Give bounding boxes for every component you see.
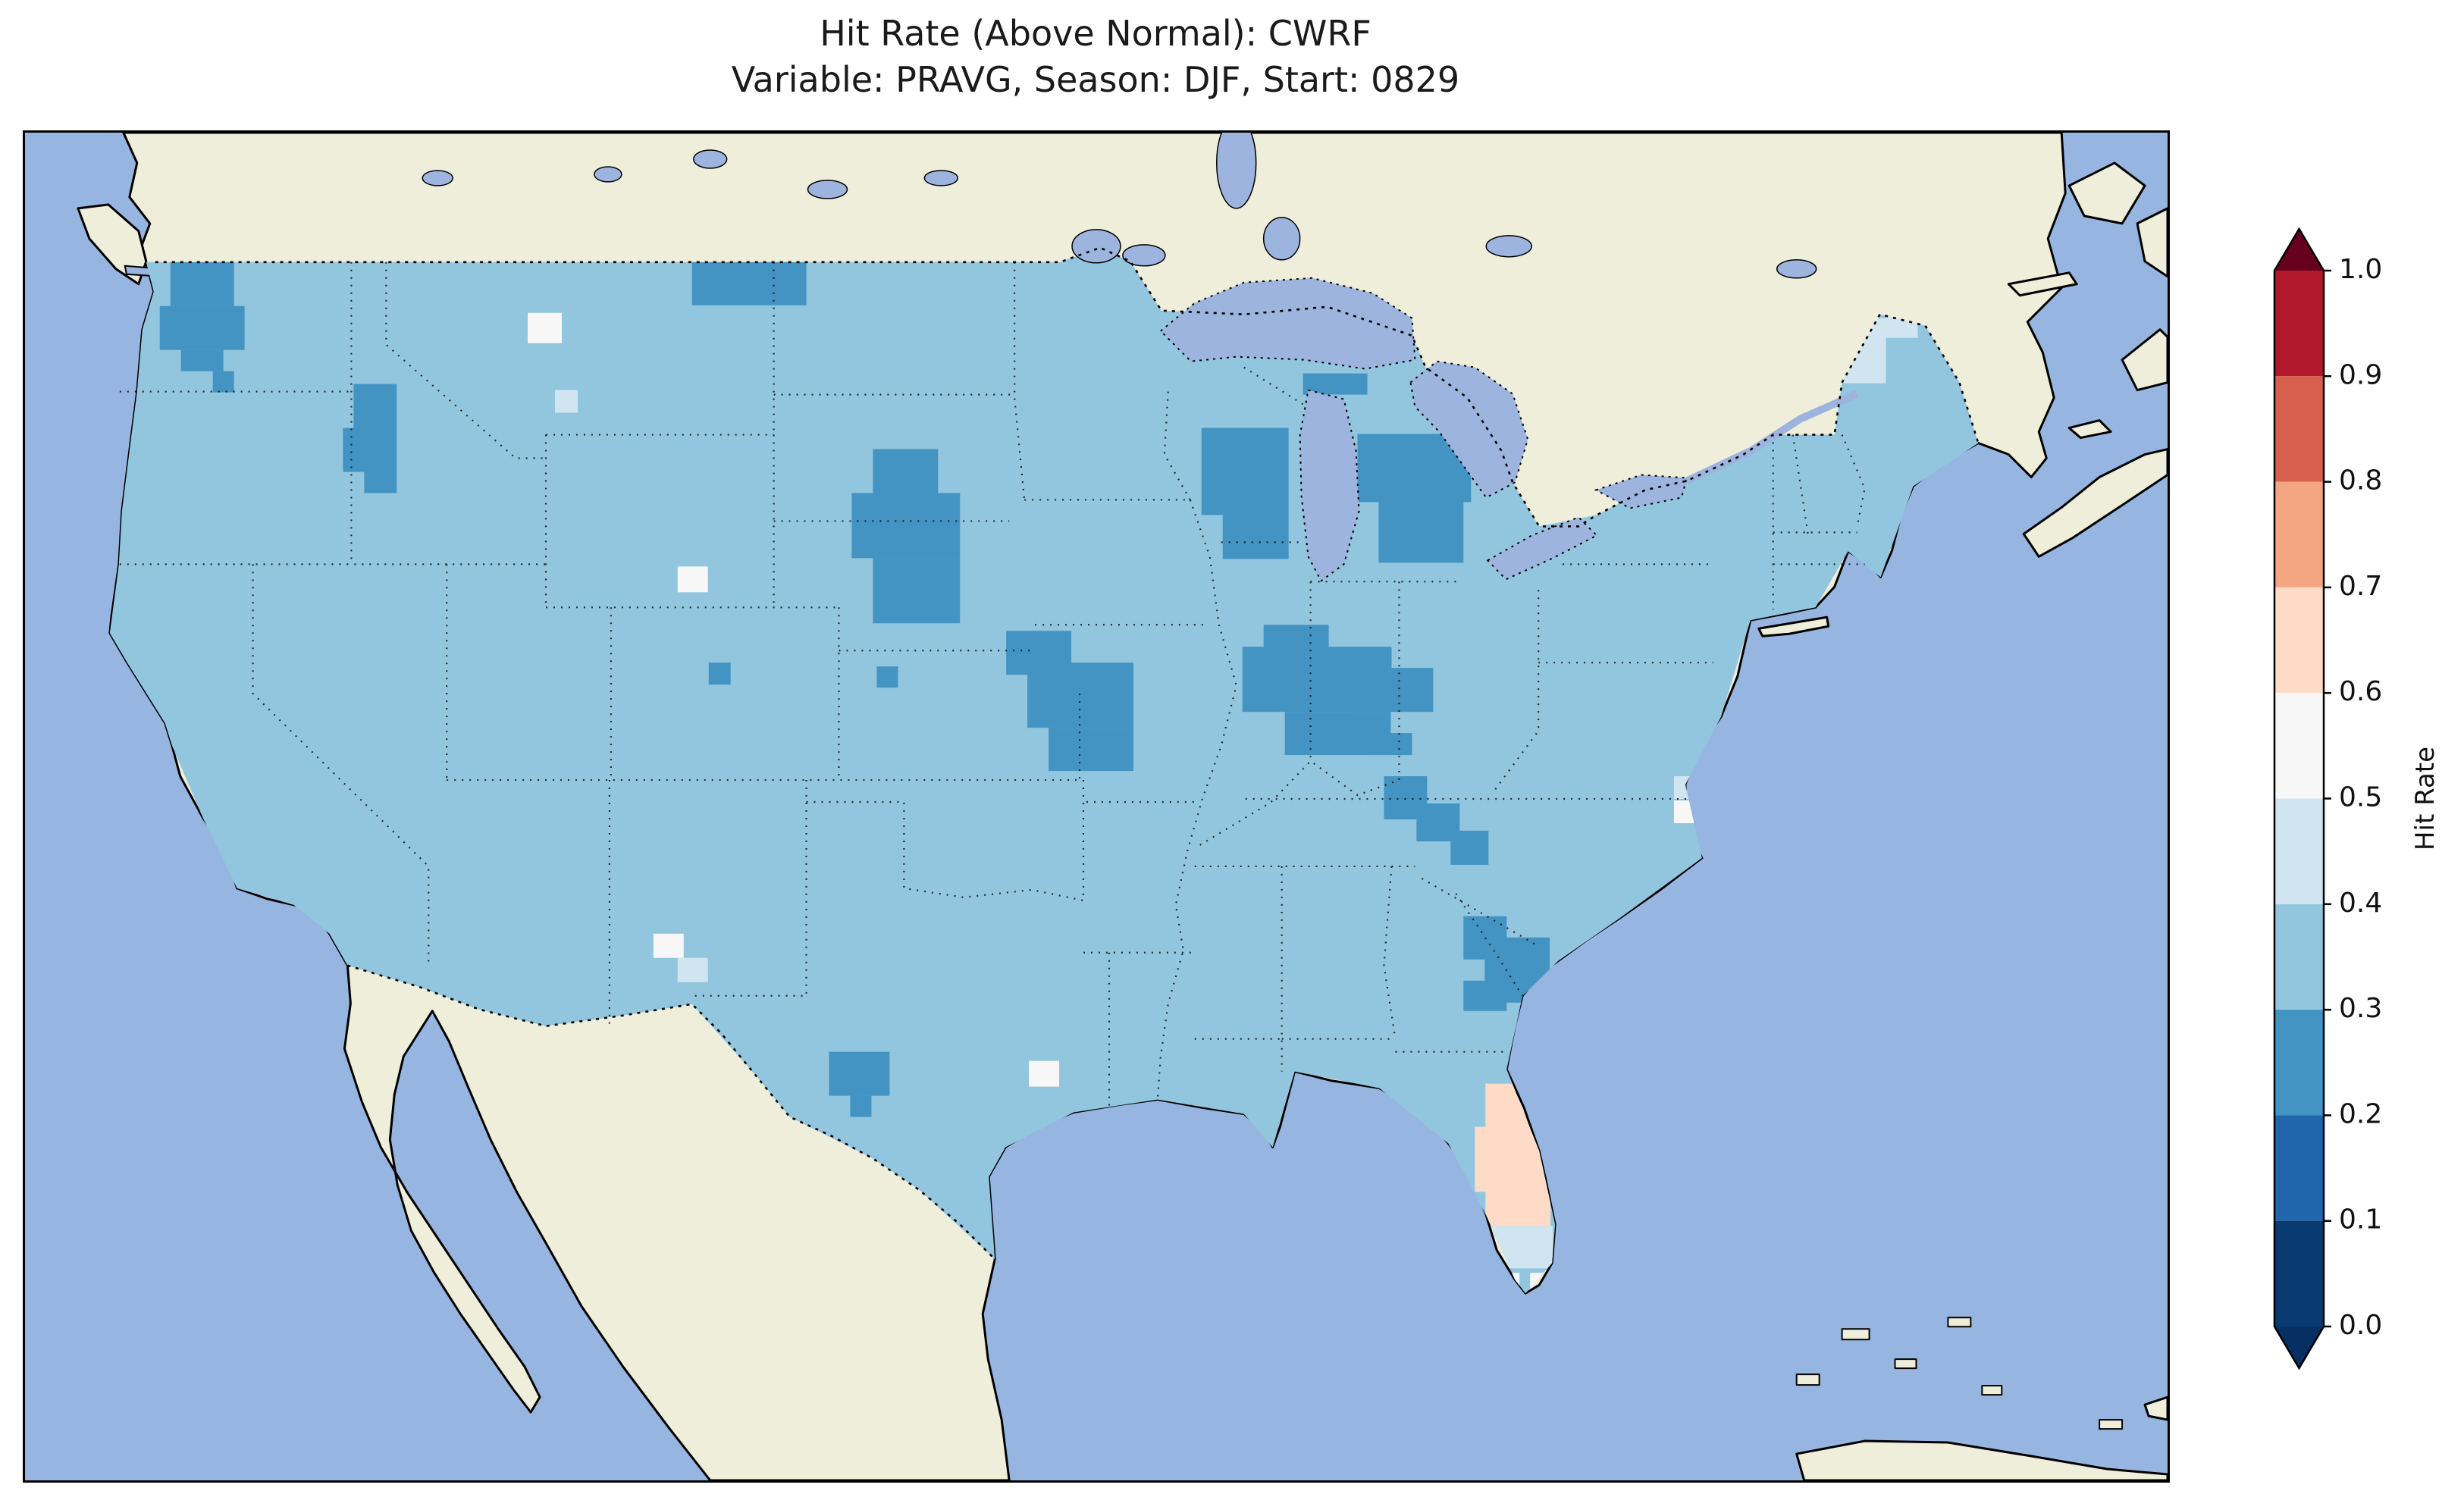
canadian-lakes	[422, 133, 1817, 279]
colorbar-canvas: 1.0 0.9 0.8 0.7 0.6 0.5 0.4 0.3 0.2 0.1 …	[2273, 227, 2440, 1370]
title-line-1: Hit Rate (Above Normal): CWRF	[820, 13, 1372, 54]
great-lakes	[1159, 277, 1688, 582]
colorbar-axis-label: Hit Rate	[2410, 747, 2440, 850]
cuba	[1795, 1439, 2168, 1480]
newfoundland-islands	[2067, 161, 2168, 278]
colorbar-tick-labels: 1.0 0.9 0.8 0.7 0.6 0.5 0.4 0.3 0.2 0.1 …	[2339, 254, 2382, 1341]
svg-text:1.0: 1.0	[2339, 254, 2382, 285]
svg-text:0.4: 0.4	[2339, 888, 2382, 919]
hispaniola-corner	[2143, 1395, 2168, 1421]
svg-text:0.7: 0.7	[2339, 571, 2382, 602]
colorbar-under-arrow	[2274, 1326, 2324, 1368]
svg-text:0.8: 0.8	[2339, 465, 2382, 496]
st-lawrence-river	[1685, 390, 1859, 485]
lake-erie	[1486, 516, 1598, 581]
cape-breton-island	[2121, 328, 2168, 392]
lake-ontario	[1594, 474, 1688, 509]
title-line-2: Variable: PRAVG, Season: DJF, Start: 082…	[731, 58, 1460, 100]
colorbar: 1.0 0.9 0.8 0.7 0.6 0.5 0.4 0.3 0.2 0.1 …	[2263, 227, 2464, 1410]
bahamas-islets	[1795, 1317, 2124, 1430]
svg-text:0.6: 0.6	[2339, 676, 2382, 707]
prince-edward-island	[2067, 419, 2112, 440]
state-boundaries	[119, 262, 1866, 1110]
nova-scotia	[2022, 448, 2168, 558]
svg-text:0.5: 0.5	[2339, 782, 2382, 813]
map-canvas	[25, 133, 2168, 1480]
lake-huron	[1409, 360, 1529, 499]
us-mexico-border	[347, 964, 996, 1261]
long-island	[1757, 615, 1830, 637]
lake-michigan	[1299, 389, 1360, 582]
svg-text:0.2: 0.2	[2339, 1098, 2382, 1129]
figure-title: Hit Rate (Above Normal): CWRF Variable: …	[23, 11, 2168, 102]
colorbar-segments	[2274, 271, 2324, 1326]
svg-text:0.3: 0.3	[2339, 993, 2382, 1024]
anticosti-island	[2007, 271, 2078, 297]
lake-superior	[1159, 277, 1416, 370]
colorbar-over-arrow	[2274, 229, 2324, 271]
svg-text:0.1: 0.1	[2339, 1204, 2382, 1236]
colorbar-tick-marks	[2324, 269, 2331, 1328]
us-canada-border	[155, 246, 1980, 528]
international-borders	[155, 246, 1980, 1261]
svg-text:0.9: 0.9	[2339, 359, 2382, 390]
map-frame	[23, 130, 2170, 1483]
svg-text:0.0: 0.0	[2339, 1310, 2382, 1341]
